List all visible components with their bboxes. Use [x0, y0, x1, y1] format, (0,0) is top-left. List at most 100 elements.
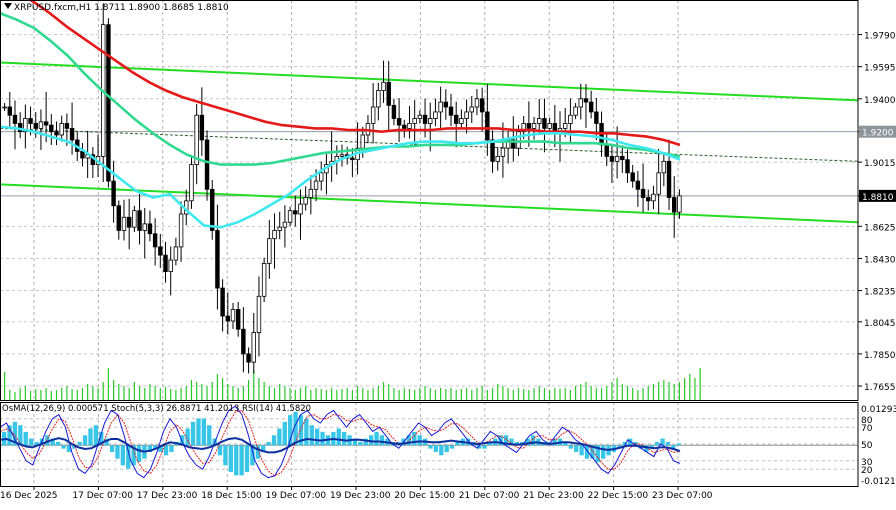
candle-body [261, 262, 267, 297]
osma-bar [131, 445, 136, 466]
osma-bar [412, 431, 417, 446]
osma-bar [82, 435, 88, 446]
candle-body [277, 226, 282, 231]
osma-bar [99, 431, 104, 446]
candle-body [428, 118, 433, 124]
candle-body [168, 259, 173, 273]
candle-body [225, 315, 231, 322]
osma-bar [228, 445, 233, 473]
candle-body [152, 233, 158, 248]
osma-bar [66, 445, 72, 452]
candle-body [396, 118, 402, 126]
osma-bar [271, 435, 277, 446]
candle-body [121, 216, 127, 231]
candle-body [339, 154, 345, 157]
candle-body [677, 195, 682, 213]
candle-body [132, 210, 137, 228]
osma-bar [207, 425, 212, 446]
candle-body [287, 210, 293, 223]
osma-bar [417, 435, 422, 446]
candle-body [360, 134, 365, 149]
level-price-box [859, 125, 896, 138]
current-price-label: 1.8810 [862, 193, 894, 203]
candle-body [568, 114, 573, 124]
ma-line-ma-cyan [0, 125, 681, 229]
candle-body [661, 160, 667, 174]
candle-body [12, 114, 18, 124]
osma-bar [180, 435, 185, 446]
osma-bar [336, 428, 341, 446]
osma-bar [55, 441, 61, 446]
y-tick-label: 1.8625 [864, 223, 896, 233]
osma-bar [104, 438, 109, 446]
osma-bar [163, 445, 169, 456]
y-tick-label: 1.9400 [864, 96, 896, 106]
osma-bar [309, 425, 314, 446]
osma-bar [288, 415, 293, 446]
osma-bar [439, 445, 444, 456]
osma-bar [671, 445, 676, 449]
y-tick-label: 1.9595 [864, 64, 896, 74]
candle-body [469, 106, 474, 113]
osma-bar [487, 441, 493, 446]
osma-bar [201, 418, 206, 446]
candle-body [443, 101, 449, 108]
candle-body [246, 353, 251, 363]
candle-body [158, 246, 163, 256]
osma-bar [277, 428, 282, 446]
candle-body [407, 123, 412, 129]
osma-bar [482, 445, 487, 449]
candle-body [173, 246, 179, 261]
x-tick-label: 20 Dec 15:00 [394, 491, 455, 501]
candle-body [33, 123, 38, 129]
osma-bar [244, 445, 250, 473]
candle-body [313, 180, 319, 190]
osma-bar [368, 435, 374, 446]
candle-body [666, 160, 672, 198]
osma-bar [266, 441, 271, 446]
osma-bar [455, 441, 460, 446]
candle-body [459, 118, 464, 124]
trendline-dashed-mid [0, 127, 859, 162]
candle-body [381, 81, 386, 91]
osma-bar [358, 441, 363, 446]
candle-body [490, 139, 495, 162]
osma-bar [342, 431, 347, 446]
x-tick-label: 22 Dec 15:00 [588, 491, 649, 501]
candle-body [635, 180, 641, 190]
osma-bar [304, 418, 309, 446]
ma-line-ma-green [0, 11, 681, 166]
candle-body [178, 213, 184, 248]
candle-body [479, 98, 485, 113]
osma-bar [61, 445, 66, 449]
x-tick-label: 18 Dec 15:00 [201, 491, 262, 501]
candle-body [531, 123, 537, 129]
candle-body [573, 106, 578, 116]
osma-bar [169, 445, 174, 452]
level-price-label: 1.9200 [862, 129, 894, 139]
candle-body [220, 287, 225, 317]
candle-body [516, 131, 521, 149]
osma-bar [428, 445, 433, 449]
candle-body [199, 114, 205, 141]
osma-bar [77, 441, 82, 446]
x-tick-label: 17 Dec 07:00 [72, 491, 133, 501]
osma-bar [476, 445, 482, 449]
trendline-channel-lower [0, 183, 859, 224]
osc-tick-label: 20 [861, 466, 873, 476]
candle-body [671, 197, 677, 213]
candle-body [111, 180, 116, 207]
candle-body [614, 155, 620, 162]
osma-bar [158, 445, 163, 452]
osma-bar [298, 415, 304, 446]
x-tick-label: 19 Dec 23:00 [330, 491, 391, 501]
osma-bar [293, 411, 298, 446]
candle-body [23, 118, 28, 133]
osma-bar [601, 445, 606, 459]
candle-body [578, 98, 583, 108]
candle-body [594, 111, 599, 124]
osma-bar [530, 435, 536, 446]
chart-dropdown-triangle-icon[interactable] [4, 3, 12, 9]
osma-bar [374, 431, 379, 446]
